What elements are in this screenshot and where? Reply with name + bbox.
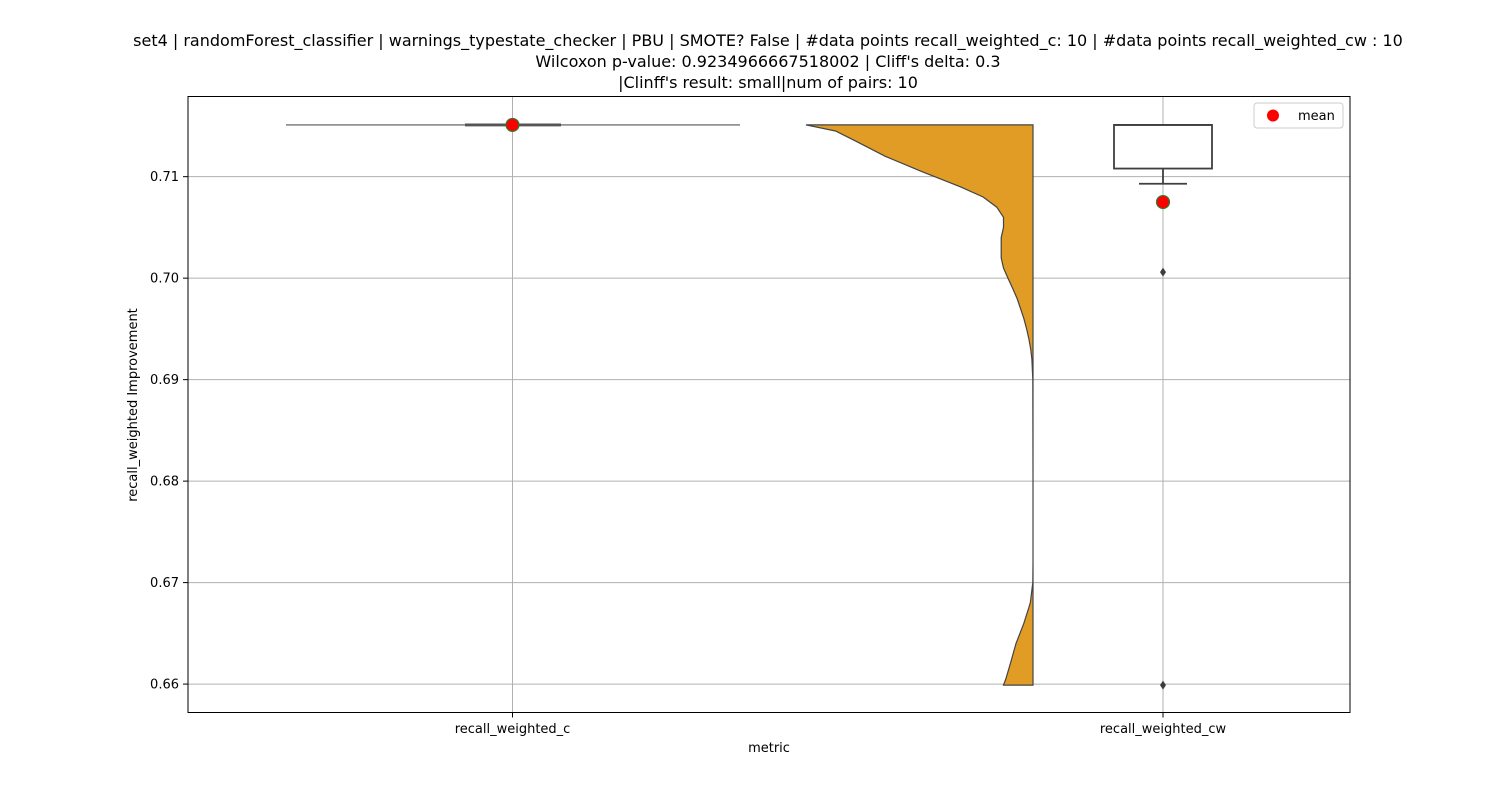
box-layer [286,123,1213,690]
mean-marker-recall-weighted-cw [1155,194,1171,210]
y-tick-label: 0.69 [150,373,179,388]
y-tick-label: 0.67 [150,576,179,591]
y-tick-label: 0.68 [150,475,179,490]
mean-markers [505,117,1171,210]
legend-label: mean [1298,109,1335,124]
y-axis: 0.66 0.67 0.68 0.69 0.70 0.71 [150,170,188,693]
x-axis-label: metric [748,741,790,756]
x-tick-label: recall_weighted_c [455,722,571,737]
y-tick-label: 0.70 [150,272,179,287]
violin-layer [805,124,1034,686]
box-recall-weighted-cw [1113,124,1213,170]
chart-title-line-2: Wilcoxon p-value: 0.9234966667518002 | C… [535,52,1000,71]
outlier-marker [1160,680,1166,690]
grid-lines [188,96,1350,713]
y-tick-label: 0.71 [150,170,179,185]
x-axis: recall_weighted_c recall_weighted_cw [455,712,1227,737]
chart-title-line-1: set4 | randomForest_classifier | warning… [133,31,1403,51]
mean-marker-recall-weighted-c [505,117,520,133]
y-axis-label: recall_weighted Improvement [126,308,141,502]
chart-title-line-3: |Clinff's result: small|num of pairs: 10 [618,73,918,92]
x-tick-label: recall_weighted_cw [1100,722,1227,737]
plot-frame [187,96,1351,713]
legend: mean [1253,102,1344,129]
outlier-marker [1160,267,1166,277]
legend-box [1253,102,1344,129]
legend-mean-marker [1267,109,1279,122]
violin-recall-weighted-cw [805,124,1034,686]
y-tick-label: 0.66 [150,678,179,693]
